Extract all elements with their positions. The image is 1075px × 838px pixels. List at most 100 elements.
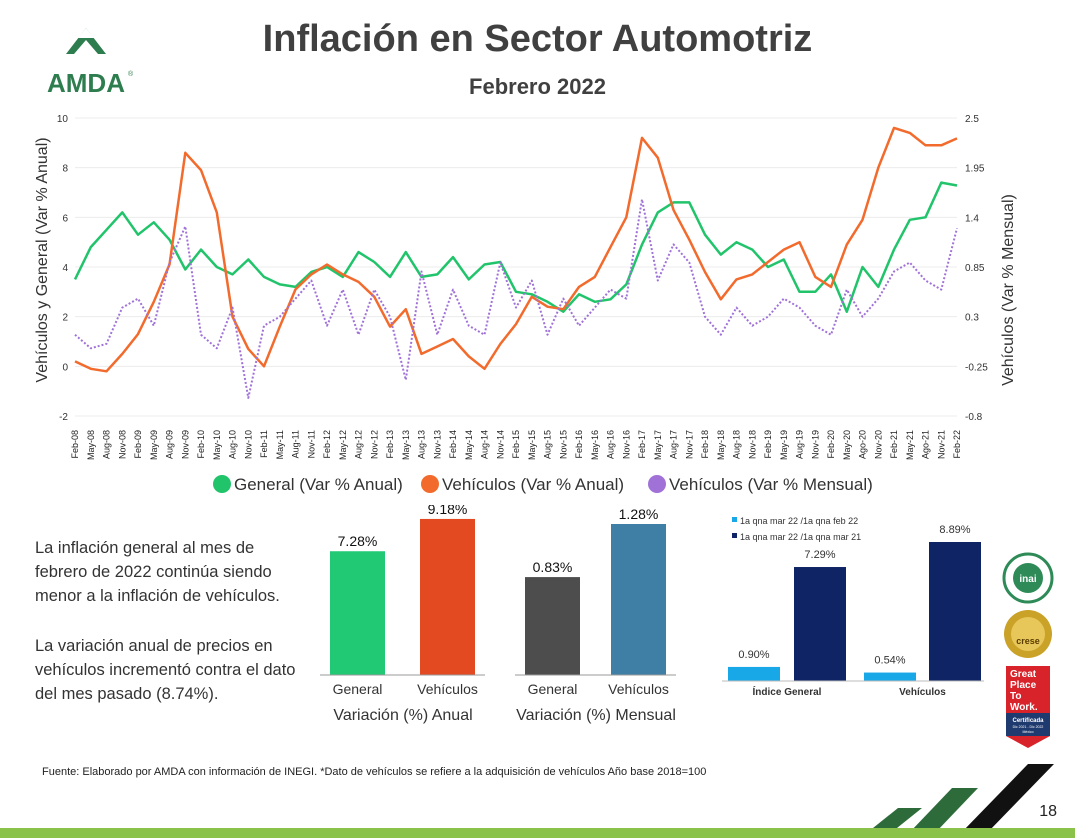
legend-marker (732, 517, 737, 522)
y-tick-label: 4 (62, 263, 68, 274)
x-tick-label: May-16 (590, 430, 600, 460)
x-tick-label: Feb-13 (385, 430, 395, 459)
legend-label: 1a qna mar 22 /1a qna feb 22 (740, 516, 858, 526)
x-tick-label: May-21 (905, 430, 915, 460)
x-tick-label: Aug-15 (543, 430, 553, 459)
bar-chart-title: Variación (%) Mensual (516, 707, 676, 724)
crese-label: crese (1016, 636, 1040, 646)
x-tick-label: May-14 (464, 430, 474, 460)
y-tick-label: 10 (57, 114, 69, 125)
x-tick-label: May-09 (149, 430, 159, 460)
x-tick-label: Feb-16 (574, 430, 584, 459)
x-tick-label: Ago-20 (858, 430, 868, 459)
bar (864, 672, 916, 681)
certification-badges: inai crese Great Place To Work. Certific… (1002, 552, 1054, 748)
bar-category-label: General (333, 681, 383, 697)
x-tick-label: Feb-21 (889, 430, 899, 459)
page-subtitle: Febrero 2022 (469, 74, 606, 99)
x-tick-label: Feb-12 (322, 430, 332, 459)
x-tick-label: May-19 (779, 430, 789, 460)
x-tick-label: Feb-09 (133, 430, 143, 459)
x-tick-label: Aug-09 (165, 430, 175, 459)
bar (420, 518, 475, 675)
y2-tick-label: 0.3 (965, 313, 979, 324)
bar-category-label: Vehículos (608, 681, 669, 697)
x-tick-label: Aug-17 (669, 430, 679, 459)
legend-marker (648, 475, 666, 493)
gptw-line-2: Place (1010, 680, 1037, 691)
x-tick-label: May-20 (842, 430, 852, 460)
summary-paragraph-2: La variación anual de precios en vehícul… (35, 637, 296, 703)
x-tick-label: Nov-19 (810, 430, 820, 459)
x-tick-label: Aug-11 (291, 430, 301, 458)
inai-label: inai (1019, 574, 1036, 585)
x-tick-label: May-17 (653, 430, 663, 460)
x-tick-label: Feb-10 (196, 430, 206, 459)
series-line-3 (74, 198, 958, 399)
x-tick-label: Feb-18 (700, 430, 710, 459)
bar-value-label: 0.83% (533, 559, 573, 575)
x-tick-label: Feb-08 (70, 430, 80, 459)
x-tick-label: Aug-18 (732, 430, 742, 459)
gptw-line-3: To (1010, 691, 1021, 702)
y-tick-label: 0 (62, 362, 68, 373)
gptw-line-4: Work. (1010, 702, 1038, 713)
y-axis-label: Vehículos y General (Var % Anual) (34, 137, 51, 382)
x-tick-label: May-10 (212, 430, 222, 460)
bar-value-label: 9.18% (428, 505, 468, 517)
x-tick-label: Feb-11 (259, 430, 269, 458)
bar-value-label: 7.29% (804, 549, 835, 561)
x-tick-label: May-15 (527, 430, 537, 460)
x-tick-label: Nov-14 (495, 430, 505, 459)
x-tick-label: Aug-19 (795, 430, 805, 459)
x-tick-label: May-11 (275, 430, 285, 459)
x-tick-label: May-08 (86, 430, 96, 460)
gptw-certified: Certificada (1012, 718, 1044, 724)
x-tick-label: Nov-13 (432, 430, 442, 459)
bar-category-label: Vehículos (417, 681, 478, 697)
x-tick-label: Nov-08 (117, 430, 127, 459)
y-tick-label: 2 (62, 313, 68, 324)
legend-marker (421, 475, 439, 493)
legend-marker (732, 533, 737, 538)
bar-category-label: Vehículos (899, 687, 946, 698)
logo-text: AMDA (47, 68, 125, 98)
x-tick-label: Feb-22 (952, 430, 962, 459)
x-tick-label: Aug-08 (102, 430, 112, 459)
x-tick-label: Feb-19 (763, 430, 773, 459)
fortnight-bar-chart: 1a qna mar 22 /1a qna feb 22 0.90% 0.54% 1a… (722, 516, 984, 698)
x-tick-label: May-12 (338, 430, 348, 460)
y-tick-label: 6 (62, 213, 68, 224)
x-tick-label: Nov-16 (621, 430, 631, 459)
gptw-line-1: Great (1010, 669, 1037, 680)
x-tick-label: Nov-12 (369, 430, 379, 459)
y2-axis-label: Vehículos (Var % Mensual) (1000, 194, 1017, 386)
x-tick-label: May-18 (716, 430, 726, 460)
page-title: Inflación en Sector Automotriz (262, 18, 813, 60)
x-tick-label: Nov-11 (306, 430, 316, 458)
logo-registered-mark: ® (128, 70, 134, 78)
x-tick-label: Feb-15 (511, 430, 521, 459)
series-line-2 (74, 126, 958, 373)
x-tick-label: Nov-17 (684, 430, 694, 459)
page-number: 18 (1039, 803, 1057, 820)
x-tick-label: Aug-13 (417, 430, 427, 459)
bar (525, 577, 580, 675)
x-tick-label: Nov-20 (873, 430, 883, 459)
bar-category-label: General (528, 681, 578, 697)
legend-label: General (Var % Anual) (234, 475, 403, 494)
y-tick-label: 8 (62, 164, 68, 175)
source-note: Fuente: Elaborado por AMDA con informaci… (42, 766, 707, 778)
y2-tick-label: 1.95 (965, 164, 985, 175)
x-tick-label: Feb-17 (637, 430, 647, 459)
bar-value-label: 7.28% (338, 533, 378, 549)
bar (794, 567, 846, 681)
x-tick-label: Aug-14 (480, 430, 490, 459)
x-tick-label: Nov-18 (747, 430, 757, 459)
x-tick-label: Nov-09 (180, 430, 190, 459)
x-tick-label: Nov-10 (243, 430, 253, 459)
decorative-stripes (868, 764, 1054, 832)
bar-chart-title: Variación (%) Anual (333, 707, 472, 724)
y-tick-label: -2 (59, 412, 68, 423)
annual-monthly-bar-charts: 7.28% General 9.18% Vehículos Variación (%) … (320, 505, 676, 724)
